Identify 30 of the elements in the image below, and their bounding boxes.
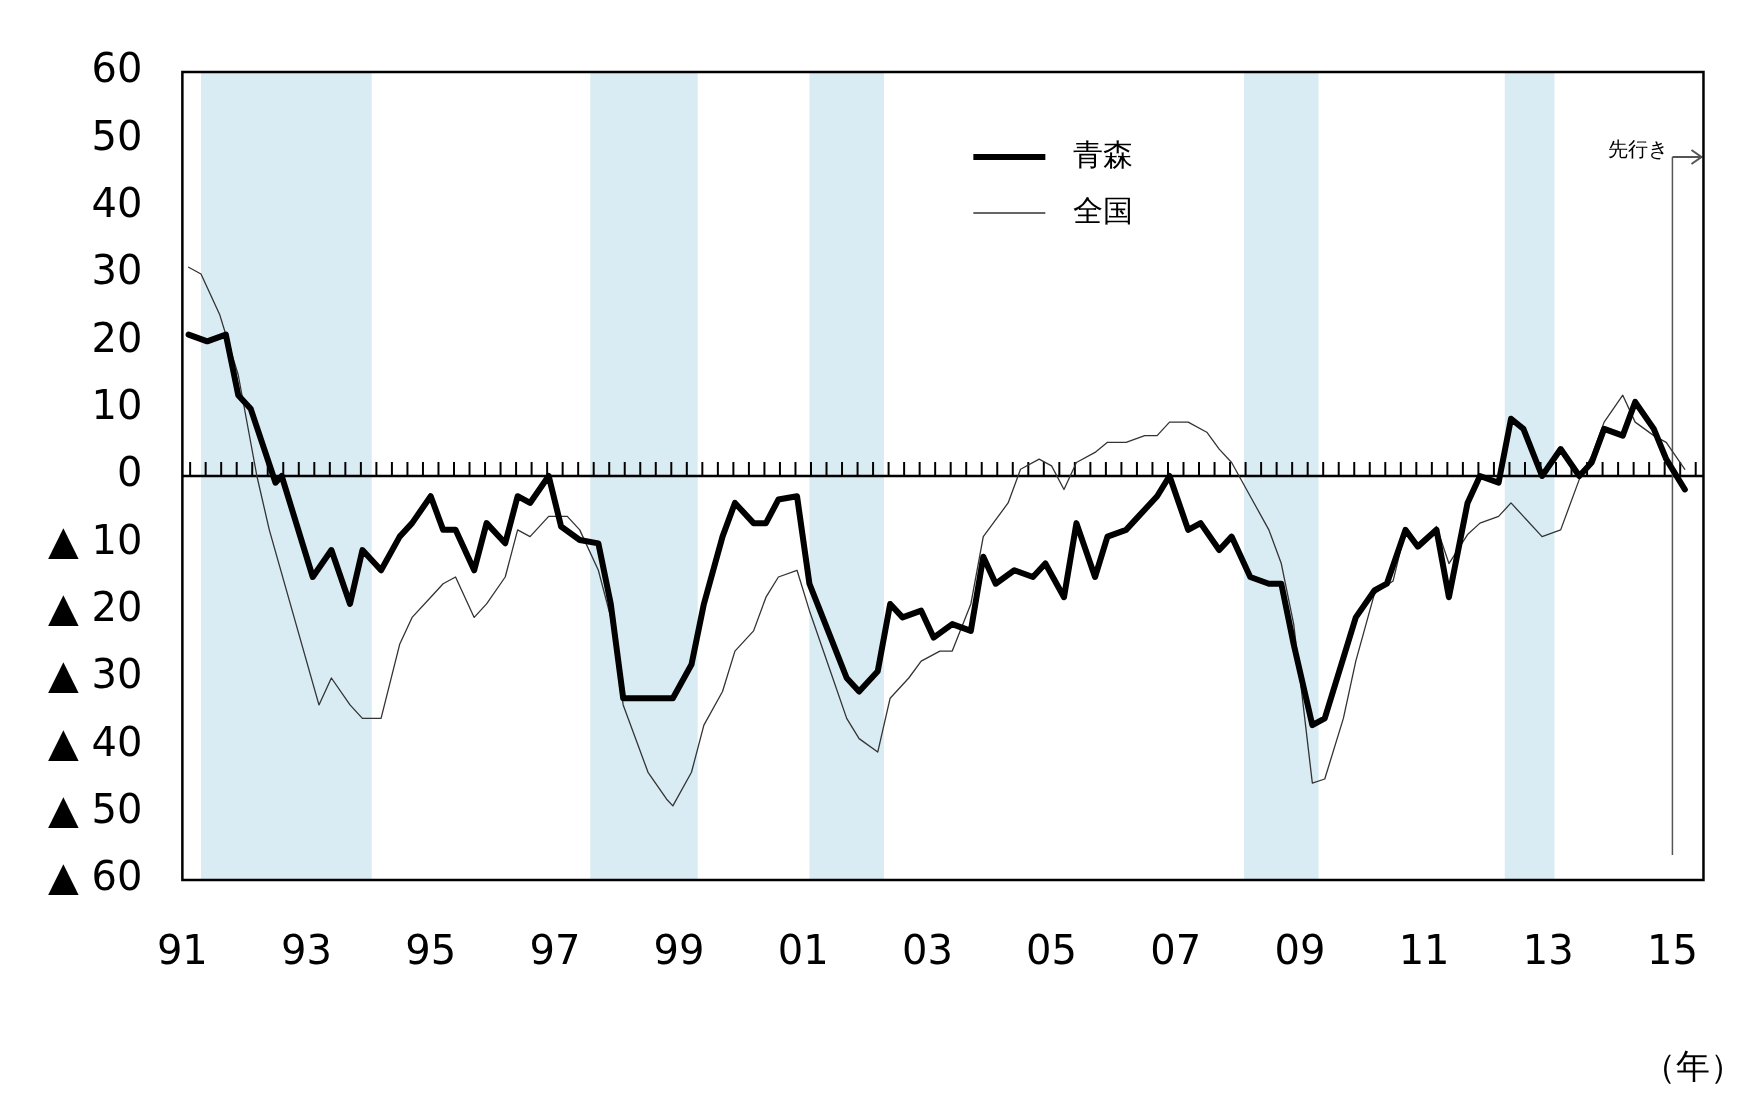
- y-tick-label: 0: [116, 449, 143, 496]
- x-tick-label: 05: [1026, 927, 1078, 974]
- y-tick-label: ▲ 10: [48, 516, 143, 563]
- y-tick-label: ▲ 30: [48, 651, 143, 698]
- ref-line-label: 先行き: [1608, 137, 1669, 162]
- x-tick-label: 99: [653, 927, 705, 974]
- x-tick-label: 13: [1522, 927, 1574, 974]
- y-tick-label: 50: [91, 112, 143, 159]
- x-tick-label: 11: [1398, 927, 1450, 974]
- x-tick-label: 01: [777, 927, 829, 974]
- y-tick-label: ▲ 50: [48, 786, 143, 833]
- x-tick-label: 09: [1274, 927, 1326, 974]
- y-tick-label: 10: [91, 382, 143, 429]
- y-tick-label: 60: [91, 45, 143, 92]
- y-tick-label: ▲ 60: [48, 853, 143, 900]
- y-tick-label: 30: [91, 247, 143, 294]
- legend-label: 全国: [1073, 192, 1134, 228]
- x-tick-label: 03: [901, 927, 953, 974]
- x-tick-label: 97: [529, 927, 581, 974]
- x-axis-title: （年）: [1642, 1045, 1744, 1086]
- y-tick-label: 40: [91, 180, 143, 227]
- x-tick-label: 15: [1646, 927, 1698, 974]
- x-tick-label: 95: [405, 927, 457, 974]
- x-tick-label: 91: [156, 927, 208, 974]
- x-tick-label: 93: [281, 927, 332, 974]
- y-tick-label: ▲ 20: [48, 584, 143, 631]
- y-tick-label: 20: [91, 314, 143, 361]
- legend-label: 青森: [1073, 136, 1134, 172]
- y-tick-label: ▲ 40: [48, 718, 143, 765]
- x-tick-label: 07: [1150, 927, 1202, 974]
